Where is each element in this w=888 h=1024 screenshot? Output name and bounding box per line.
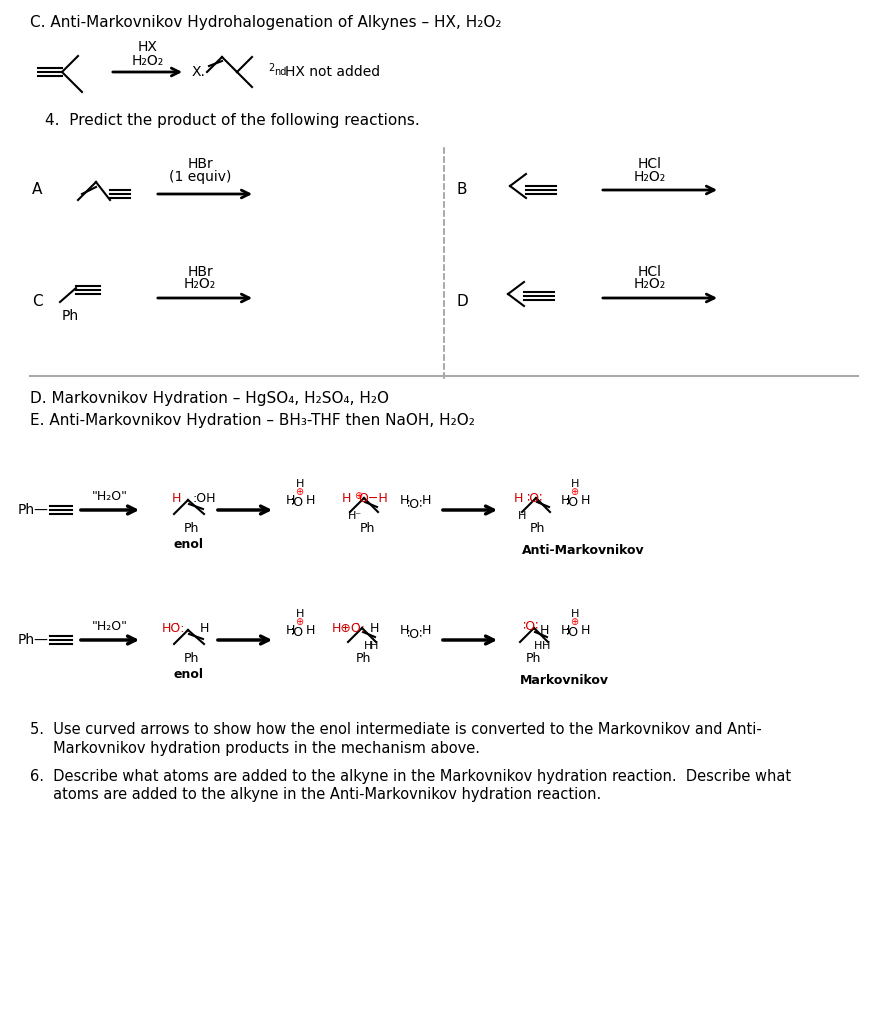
Text: HX: HX: [138, 40, 158, 54]
Text: 4.  Predict the product of the following reactions.: 4. Predict the product of the following …: [45, 113, 420, 128]
Text: HCl: HCl: [638, 157, 662, 171]
Text: H: H: [514, 492, 523, 505]
Text: HX not added: HX not added: [285, 65, 380, 79]
Text: Ph: Ph: [530, 521, 545, 535]
Text: H: H: [306, 624, 315, 637]
Text: H⁻: H⁻: [348, 511, 362, 521]
Text: ⊕: ⊕: [354, 490, 362, 501]
Text: Ph—: Ph—: [18, 503, 49, 517]
Text: A: A: [32, 182, 43, 198]
Text: atoms are added to the alkyne in the Anti-Markovnikov hydration reaction.: atoms are added to the alkyne in the Ant…: [30, 786, 601, 802]
Text: H₂O₂: H₂O₂: [634, 278, 666, 291]
Text: HCl: HCl: [638, 265, 662, 279]
Text: "H₂O": "H₂O": [92, 620, 128, 633]
Text: H: H: [571, 479, 579, 489]
Text: H: H: [364, 641, 372, 651]
Text: HBr: HBr: [187, 157, 213, 171]
Text: H: H: [581, 494, 591, 507]
Text: O−H: O−H: [358, 492, 388, 505]
Text: H⊕Ȯ:: H⊕Ȯ:: [332, 622, 366, 635]
Text: ∶O∶: ∶O∶: [526, 492, 543, 505]
Text: nd: nd: [274, 67, 286, 77]
Text: H: H: [171, 492, 180, 505]
Text: Ph: Ph: [356, 651, 371, 665]
Text: ∶O∶: ∶O∶: [522, 620, 538, 633]
Text: H: H: [561, 624, 570, 637]
Text: ∶O∶: ∶O∶: [406, 498, 423, 511]
Text: E. Anti-Markovnikov Hydration – BH₃-THF then NaOH, H₂O₂: E. Anti-Markovnikov Hydration – BH₃-THF …: [30, 413, 475, 427]
Text: H: H: [286, 624, 296, 637]
Text: H: H: [540, 624, 550, 637]
Text: Ph: Ph: [184, 651, 200, 665]
Text: (1 equiv): (1 equiv): [169, 170, 231, 184]
Text: H: H: [571, 609, 579, 618]
Text: HȮ:: HȮ:: [162, 622, 186, 635]
Text: ∶O: ∶O: [565, 627, 578, 640]
Text: H: H: [400, 624, 409, 637]
Text: ⊕: ⊕: [570, 617, 578, 627]
Text: enol: enol: [173, 668, 203, 681]
Text: 5.  Use curved arrows to show how the enol intermediate is converted to the Mark: 5. Use curved arrows to show how the eno…: [30, 723, 762, 737]
Text: Ph: Ph: [360, 521, 376, 535]
Text: H: H: [400, 494, 409, 507]
Text: "H₂O": "H₂O": [92, 489, 128, 503]
Text: ∶O: ∶O: [290, 627, 303, 640]
Text: X.: X.: [192, 65, 206, 79]
Text: ∶O: ∶O: [565, 497, 578, 510]
Text: H₂O₂: H₂O₂: [184, 278, 216, 291]
Text: H₂O₂: H₂O₂: [132, 54, 164, 68]
Text: 6.  Describe what atoms are added to the alkyne in the Markovnikov hydration rea: 6. Describe what atoms are added to the …: [30, 768, 791, 783]
Text: H: H: [561, 494, 570, 507]
Text: ⊕: ⊕: [295, 617, 303, 627]
Text: H: H: [518, 511, 527, 521]
Text: D. Markovnikov Hydration – HgSO₄, H₂SO₄, H₂O: D. Markovnikov Hydration – HgSO₄, H₂SO₄,…: [30, 390, 389, 406]
Text: D: D: [456, 295, 468, 309]
Text: Anti-Markovnikov: Anti-Markovnikov: [522, 544, 645, 556]
Text: H: H: [306, 494, 315, 507]
Text: ⊕: ⊕: [295, 487, 303, 497]
Text: C. Anti-Markovnikov Hydrohalogenation of Alkynes – HX, H₂O₂: C. Anti-Markovnikov Hydrohalogenation of…: [30, 14, 502, 30]
Text: B: B: [456, 182, 466, 198]
Text: ∶O: ∶O: [290, 497, 303, 510]
Text: H: H: [534, 641, 543, 651]
Text: H: H: [296, 479, 305, 489]
Text: :OH: :OH: [192, 492, 216, 505]
Text: H: H: [581, 624, 591, 637]
Text: Ph: Ph: [62, 309, 79, 323]
Text: Ph: Ph: [526, 651, 542, 665]
Text: ∶O∶: ∶O∶: [406, 628, 423, 640]
Text: H: H: [286, 494, 296, 507]
Text: C: C: [32, 295, 43, 309]
Text: enol: enol: [173, 538, 203, 551]
Text: 2: 2: [268, 63, 274, 73]
Text: H: H: [422, 624, 432, 637]
Text: H: H: [370, 641, 378, 651]
Text: ⊕: ⊕: [570, 487, 578, 497]
Text: H: H: [200, 622, 210, 635]
Text: H: H: [370, 622, 379, 635]
Text: H₂O₂: H₂O₂: [634, 170, 666, 184]
Text: H: H: [422, 494, 432, 507]
Text: Ph—: Ph—: [18, 633, 49, 647]
Text: Markovnikov hydration products in the mechanism above.: Markovnikov hydration products in the me…: [30, 740, 480, 756]
Text: H: H: [542, 641, 551, 651]
Text: Markovnikov: Markovnikov: [520, 674, 609, 686]
Text: H: H: [342, 492, 352, 505]
Text: HBr: HBr: [187, 265, 213, 279]
Text: Ph: Ph: [184, 521, 200, 535]
Text: H: H: [296, 609, 305, 618]
